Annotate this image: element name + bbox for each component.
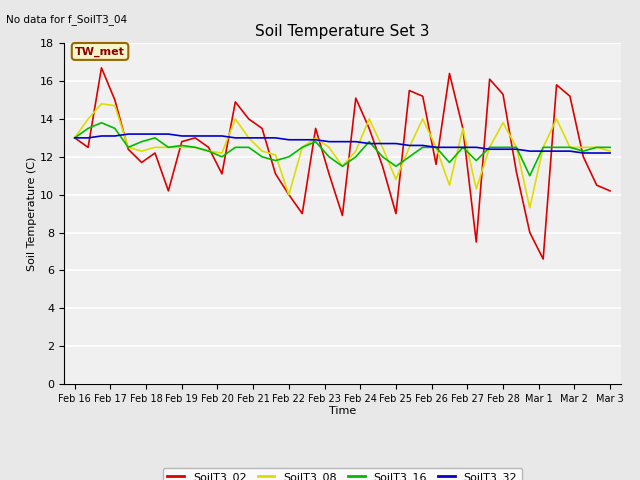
X-axis label: Time: Time: [329, 407, 356, 417]
Text: TW_met: TW_met: [75, 46, 125, 57]
Title: Soil Temperature Set 3: Soil Temperature Set 3: [255, 24, 429, 39]
Y-axis label: Soil Temperature (C): Soil Temperature (C): [28, 156, 37, 271]
Legend: SoilT3_02, SoilT3_08, SoilT3_16, SoilT3_32: SoilT3_02, SoilT3_08, SoilT3_16, SoilT3_…: [163, 468, 522, 480]
Text: No data for f_SoilT3_04: No data for f_SoilT3_04: [6, 14, 127, 25]
